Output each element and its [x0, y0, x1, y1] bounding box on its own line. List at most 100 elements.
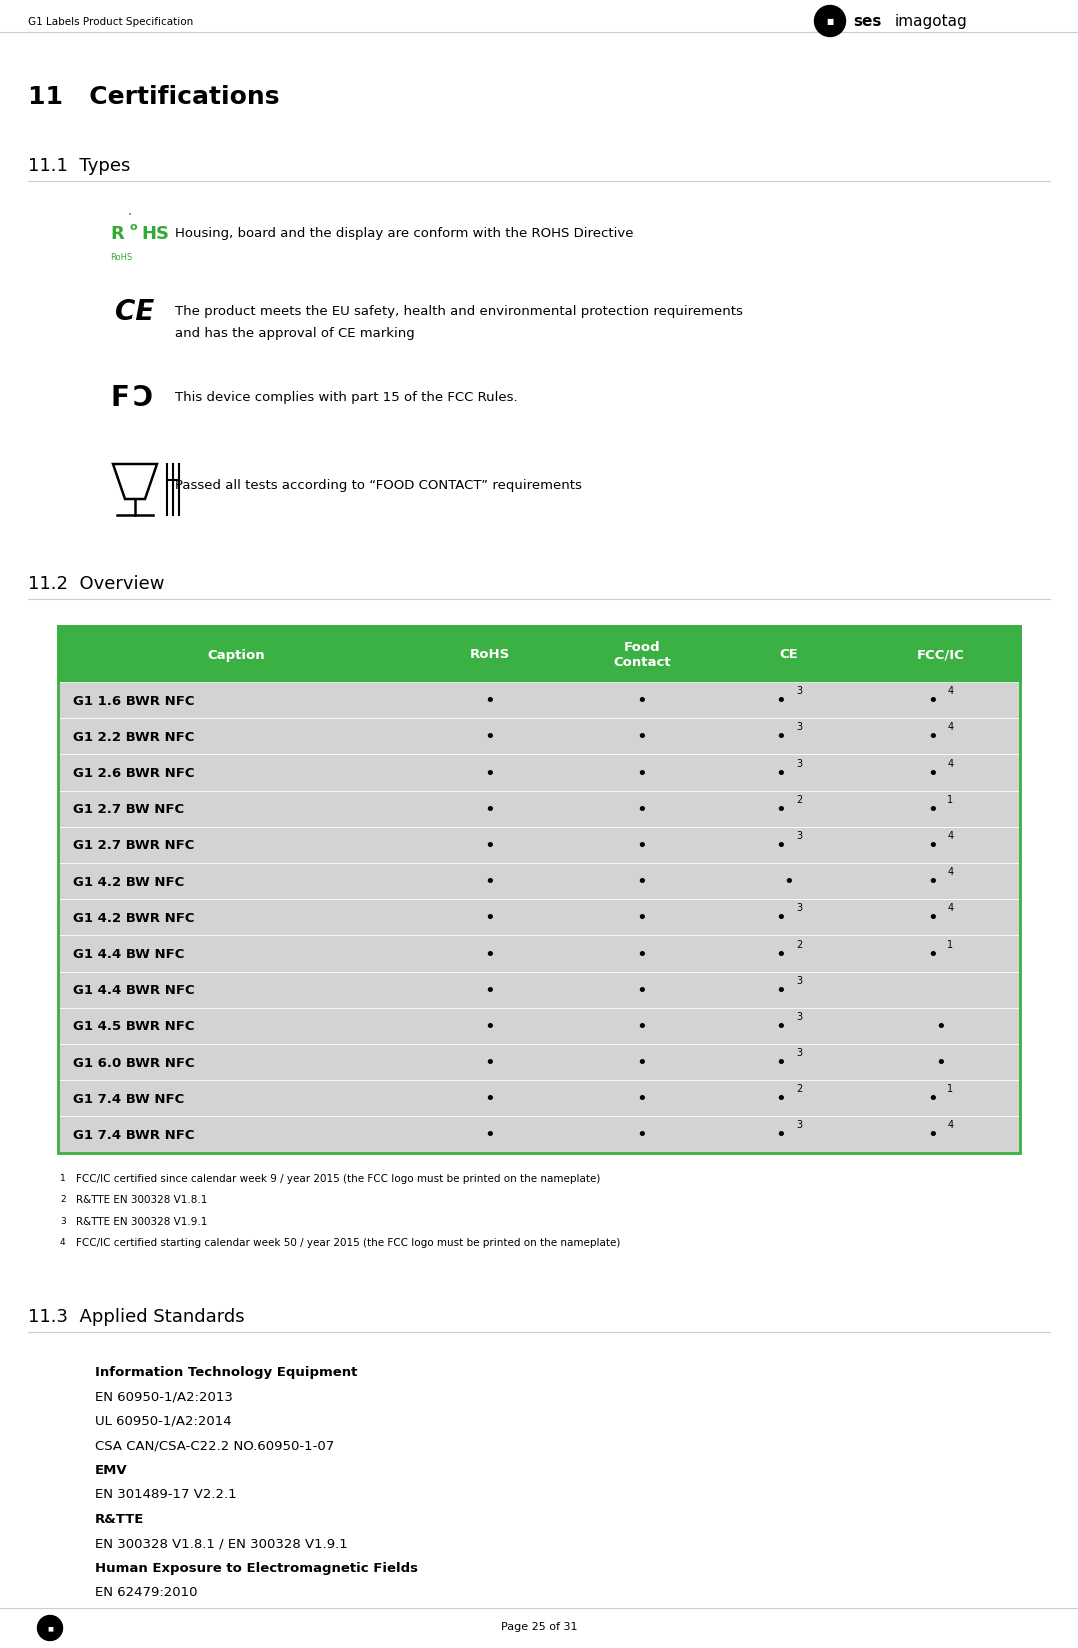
Text: •: • — [776, 944, 787, 962]
Text: •: • — [776, 765, 787, 783]
Text: Caption: Caption — [207, 648, 265, 661]
Text: •: • — [636, 801, 647, 817]
Text: FCC/IC certified starting calendar week 50 / year 2015 (the FCC logo must be pri: FCC/IC certified starting calendar week … — [77, 1238, 620, 1248]
Text: UL 60950-1/A2:2014: UL 60950-1/A2:2014 — [95, 1414, 232, 1427]
FancyBboxPatch shape — [58, 972, 1020, 1009]
Text: •: • — [636, 1053, 647, 1071]
Text: EN 60950-1/A2:2013: EN 60950-1/A2:2013 — [95, 1389, 233, 1402]
Text: •: • — [636, 1017, 647, 1035]
Text: 3: 3 — [796, 1121, 802, 1131]
Text: Passed all tests according to “FOOD CONTACT” requirements: Passed all tests according to “FOOD CONT… — [175, 480, 582, 493]
Text: 2: 2 — [796, 794, 802, 804]
Text: 3: 3 — [796, 686, 802, 695]
Text: •: • — [927, 1089, 938, 1107]
Text: •: • — [636, 872, 647, 890]
Text: 1: 1 — [60, 1173, 66, 1182]
Text: 4: 4 — [948, 686, 953, 695]
Text: EN 300328 V1.8.1 / EN 300328 V1.9.1: EN 300328 V1.8.1 / EN 300328 V1.9.1 — [95, 1536, 348, 1549]
Text: •: • — [776, 728, 787, 747]
FancyBboxPatch shape — [58, 626, 1020, 682]
Text: •: • — [636, 1089, 647, 1107]
Text: •: • — [776, 692, 787, 710]
Text: •: • — [636, 944, 647, 962]
Text: 3: 3 — [796, 1012, 802, 1022]
Text: 2: 2 — [796, 939, 802, 949]
Text: 11.1  Types: 11.1 Types — [28, 157, 130, 175]
Text: Page 25 of 31: Page 25 of 31 — [501, 1622, 577, 1632]
Text: 4: 4 — [60, 1238, 66, 1246]
FancyBboxPatch shape — [58, 1009, 1020, 1045]
Text: 1: 1 — [948, 939, 953, 949]
Text: and has the approval of CE marking: and has the approval of CE marking — [175, 326, 415, 339]
Text: 3: 3 — [60, 1216, 66, 1224]
Text: •: • — [636, 765, 647, 783]
FancyBboxPatch shape — [58, 1081, 1020, 1117]
Text: •: • — [776, 837, 787, 854]
Text: 4: 4 — [948, 867, 953, 877]
FancyBboxPatch shape — [58, 936, 1020, 972]
Text: 1: 1 — [948, 794, 953, 804]
Text: G1 1.6 BWR NFC: G1 1.6 BWR NFC — [73, 694, 194, 707]
FancyBboxPatch shape — [58, 827, 1020, 864]
Text: •: • — [485, 765, 495, 783]
Text: EN 301489-17 V2.2.1: EN 301489-17 V2.2.1 — [95, 1486, 237, 1500]
FancyBboxPatch shape — [58, 1117, 1020, 1154]
Text: 11.3  Applied Standards: 11.3 Applied Standards — [28, 1307, 245, 1325]
Circle shape — [38, 1615, 63, 1640]
Text: •: • — [636, 837, 647, 854]
Text: •: • — [485, 837, 495, 854]
FancyBboxPatch shape — [58, 791, 1020, 827]
Text: •: • — [935, 1053, 945, 1071]
Text: •: • — [485, 801, 495, 817]
Text: •: • — [927, 837, 938, 854]
Text: •: • — [485, 944, 495, 962]
Text: G1 6.0 BWR NFC: G1 6.0 BWR NFC — [73, 1056, 195, 1070]
Text: G1 4.2 BWR NFC: G1 4.2 BWR NFC — [73, 911, 194, 925]
Text: •: • — [636, 981, 647, 999]
Text: •: • — [927, 728, 938, 747]
Text: 4: 4 — [948, 758, 953, 768]
FancyBboxPatch shape — [58, 719, 1020, 755]
Text: o: o — [129, 222, 137, 232]
Text: •: • — [636, 728, 647, 747]
Text: •: • — [636, 692, 647, 710]
Text: R: R — [110, 224, 124, 242]
Text: FCC/IC: FCC/IC — [916, 648, 964, 661]
Text: 4: 4 — [948, 1121, 953, 1131]
Text: •: • — [485, 872, 495, 890]
Text: G1 4.4 BWR NFC: G1 4.4 BWR NFC — [73, 984, 195, 997]
Text: G1 7.4 BWR NFC: G1 7.4 BWR NFC — [73, 1129, 194, 1142]
Text: RoHS: RoHS — [470, 648, 510, 661]
Text: G1 4.5 BWR NFC: G1 4.5 BWR NFC — [73, 1020, 194, 1033]
Text: G1 2.7 BWR NFC: G1 2.7 BWR NFC — [73, 839, 194, 852]
Text: 3: 3 — [796, 831, 802, 840]
Text: 4: 4 — [948, 722, 953, 732]
Text: •: • — [485, 1126, 495, 1144]
Text: •: • — [636, 1126, 647, 1144]
FancyBboxPatch shape — [58, 900, 1020, 936]
Text: G1 2.2 BWR NFC: G1 2.2 BWR NFC — [73, 730, 194, 743]
Text: 11.2  Overview: 11.2 Overview — [28, 575, 165, 593]
Text: •: • — [485, 1053, 495, 1071]
Text: R&TTE EN 300328 V1.9.1: R&TTE EN 300328 V1.9.1 — [77, 1216, 207, 1226]
Text: G1 Labels Product Specification: G1 Labels Product Specification — [28, 16, 193, 26]
Text: CSA CAN/CSA-C22.2 NO.60950-1-07: CSA CAN/CSA-C22.2 NO.60950-1-07 — [95, 1439, 334, 1452]
Text: G1 2.7 BW NFC: G1 2.7 BW NFC — [73, 803, 184, 816]
Text: R&TTE EN 300328 V1.8.1: R&TTE EN 300328 V1.8.1 — [77, 1195, 207, 1205]
Text: 3: 3 — [796, 1048, 802, 1058]
Text: •: • — [128, 213, 132, 218]
FancyBboxPatch shape — [58, 755, 1020, 791]
Circle shape — [815, 7, 845, 38]
Text: •: • — [485, 1017, 495, 1035]
Text: G1 4.2 BW NFC: G1 4.2 BW NFC — [73, 875, 184, 888]
Text: G1 7.4 BW NFC: G1 7.4 BW NFC — [73, 1093, 184, 1106]
FancyBboxPatch shape — [58, 1045, 1020, 1081]
Text: This device complies with part 15 of the FCC Rules.: This device complies with part 15 of the… — [175, 391, 517, 404]
Text: FCC/IC certified since calendar week 9 / year 2015 (the FCC logo must be printed: FCC/IC certified since calendar week 9 /… — [77, 1173, 600, 1183]
Text: Human Exposure to Electromagnetic Fields: Human Exposure to Electromagnetic Fields — [95, 1561, 418, 1574]
Text: •: • — [636, 908, 647, 926]
Text: •: • — [927, 908, 938, 926]
Text: G1 4.4 BW NFC: G1 4.4 BW NFC — [73, 948, 184, 961]
Text: Housing, board and the display are conform with the ROHS Directive: Housing, board and the display are confo… — [175, 227, 634, 241]
Text: R&TTE: R&TTE — [95, 1511, 144, 1524]
